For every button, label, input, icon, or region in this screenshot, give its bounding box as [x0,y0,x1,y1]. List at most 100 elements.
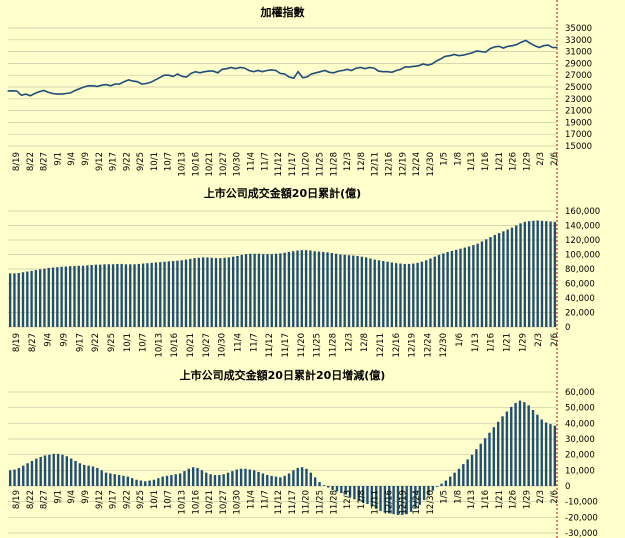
bar [152,479,156,486]
x-tick-label: 12/8 [360,333,370,352]
data-point [315,72,317,74]
data-point [453,53,455,56]
data-point [337,70,339,72]
y-tick-label: 160,000 [565,207,600,217]
x-tick-label: 12/30 [426,490,436,515]
bar [38,269,42,327]
bar [47,267,50,327]
bar [77,265,80,327]
bar [274,253,278,327]
data-point [547,44,549,46]
data-point [261,71,264,73]
x-tick-label: 1/29 [518,333,528,352]
data-point [288,76,290,78]
x-tick-label: 10/1 [123,333,133,352]
y-tick-label: 120,000 [565,236,600,246]
bar [257,471,260,486]
data-point [226,68,228,70]
data-point [395,69,397,72]
data-point [172,75,174,77]
bar [396,486,400,515]
data-point [212,70,214,72]
bar [435,486,439,487]
x-tick-label: 1/26 [509,490,519,509]
data-point [351,69,353,72]
bar [492,427,496,486]
bar [141,263,145,327]
data-point [306,76,308,78]
data-point [279,72,281,75]
chart-title-0: 加權指數 [260,5,305,19]
data-point [16,90,18,92]
data-point [476,50,478,52]
bar [317,251,321,327]
bar [429,258,432,327]
bar [412,263,415,327]
x-tick-label: 8/27 [40,152,50,171]
bar [253,253,256,327]
bar [344,486,347,495]
bar [213,475,217,486]
x-tick-label: 11/28 [329,490,339,515]
bar [157,478,160,486]
data-point [373,67,375,69]
bar [144,481,147,486]
bar [231,256,235,327]
x-tick-label: 10/16 [191,152,201,177]
bar [174,474,177,486]
bar [544,422,548,486]
bar [244,468,247,486]
bar [399,263,402,327]
bar [183,471,186,486]
data-point [252,71,255,73]
bar [287,473,291,486]
x-tick-label: 11/25 [313,333,323,358]
bar [347,255,351,327]
bar [300,250,303,327]
bar [249,253,252,327]
bar [239,468,243,486]
y-tick-label: 27000 [565,71,592,81]
y-tick-label: 0 [565,482,570,492]
x-tick-label: 1/16 [481,152,491,171]
bar [322,485,326,486]
bar [266,254,269,327]
x-tick-label: 12/16 [392,333,402,358]
bar [335,486,339,492]
data-point [467,53,469,55]
data-point [525,39,527,41]
bar [553,221,557,327]
y-tick-label: 23000 [565,95,592,105]
bar [383,486,387,513]
bar [180,260,183,327]
data-point [310,73,313,75]
bar [167,261,171,327]
bar [331,486,334,490]
bar [394,263,398,327]
bar [171,261,175,327]
bar [176,260,179,327]
bar [222,474,225,486]
bar [109,473,112,486]
x-tick-label: 11/7 [260,152,270,171]
y-tick-label: 21000 [565,107,592,117]
data-point [25,93,27,95]
x-tick-label: 2/6 [550,490,560,504]
bar [348,486,352,497]
y-tick-label: 15000 [565,142,592,152]
data-point [87,85,89,87]
bar [502,231,505,327]
data-point [20,94,22,96]
bar [56,267,59,327]
bar [305,468,308,486]
data-point [364,68,366,70]
bar [485,239,488,327]
bar [240,254,243,327]
bar [475,449,478,486]
x-tick-label: 12/24 [412,152,422,177]
bar [327,486,330,488]
bar [94,264,98,327]
data-point [284,73,286,75]
data-point [199,72,201,74]
